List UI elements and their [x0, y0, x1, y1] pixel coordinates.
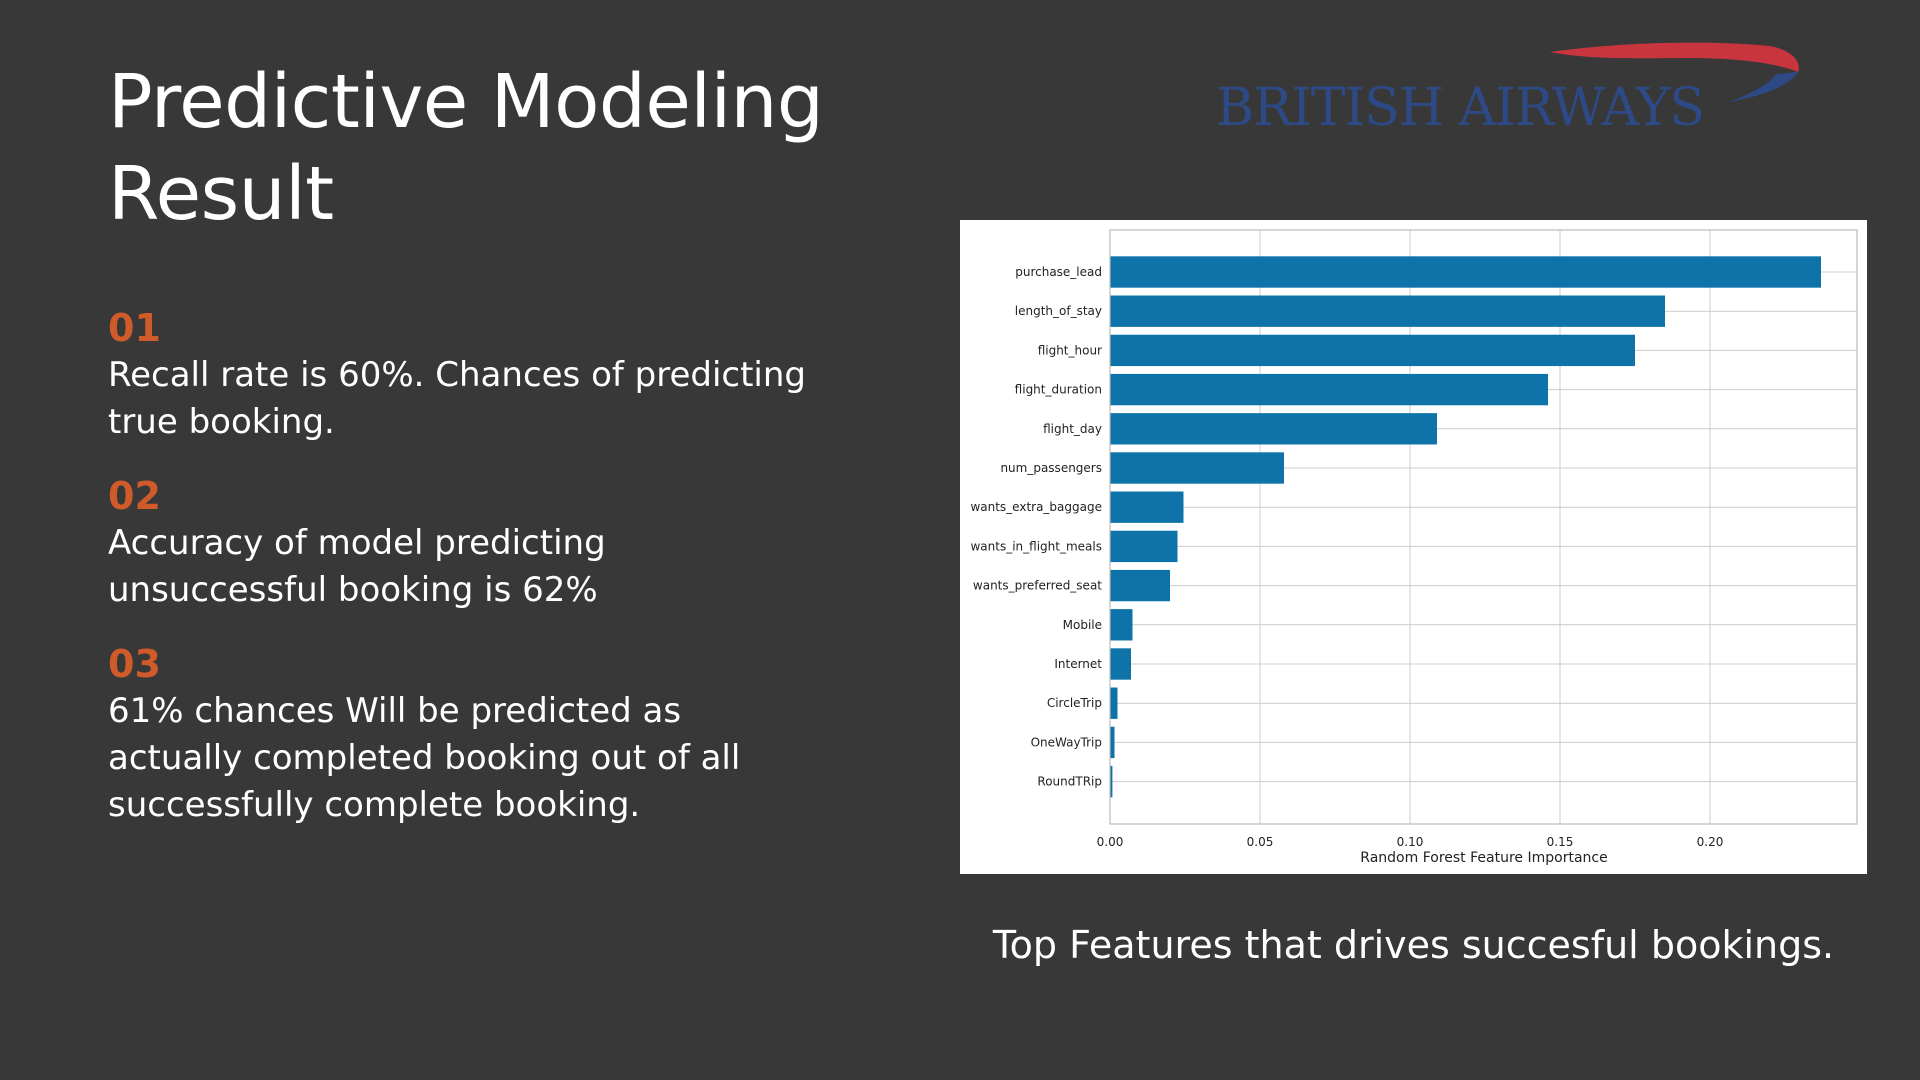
speedmarque-icon — [1550, 42, 1799, 102]
point-number: 01 — [108, 306, 161, 350]
y-tick-label: wants_extra_baggage — [970, 500, 1102, 514]
feature-importance-chart: 0.00 0.05 0.10 0.15 0.20 purchase_lead length_… — [960, 220, 1867, 874]
chart-caption: Top Features that drives succesful booki… — [992, 923, 1835, 967]
plot-frame — [1109, 229, 1858, 825]
point-1: 01 Recall rate is 60%. Chances of predic… — [108, 304, 808, 446]
y-tick-label: wants_in_flight_meals — [970, 539, 1102, 553]
bar-purchase_lead — [1110, 256, 1821, 288]
point-text: Accuracy of model predicting unsuccessfu… — [108, 523, 606, 610]
y-tick-label: purchase_lead — [1015, 265, 1102, 279]
british-airways-logo: BRITISH AIRWAYS — [1210, 38, 1810, 138]
title-line-2: Result — [108, 151, 334, 237]
y-tick-label: Mobile — [1063, 618, 1102, 632]
x-tick-label: 0.20 — [1697, 835, 1724, 849]
x-tick-label: 0.00 — [1097, 835, 1124, 849]
y-tick-label: OneWayTrip — [1031, 735, 1102, 749]
point-text: Recall rate is 60%. Chances of predictin… — [108, 355, 807, 442]
bar-flight_day — [1110, 413, 1437, 445]
bar-CircleTrip — [1110, 687, 1118, 719]
bar-length_of_stay — [1110, 295, 1665, 327]
y-tick-label: RoundTRip — [1037, 775, 1102, 789]
y-tick-label: flight_hour — [1038, 343, 1102, 357]
key-points: 01 Recall rate is 60%. Chances of predic… — [108, 304, 808, 855]
point-3: 03 61% chances Will be predicted as actu… — [108, 640, 808, 829]
chart-svg: 0.00 0.05 0.10 0.15 0.20 purchase_lead length_… — [970, 229, 1858, 866]
bar-RoundTRip — [1110, 765, 1113, 798]
x-tick-label: 0.15 — [1547, 835, 1574, 849]
logo-text: BRITISH AIRWAYS — [1216, 78, 1705, 138]
bar-wants_extra_baggage — [1110, 491, 1184, 523]
bar-flight_hour — [1110, 334, 1635, 367]
point-number: 02 — [108, 474, 161, 518]
x-tick-label: 0.10 — [1397, 835, 1424, 849]
y-tick-label: flight_day — [1043, 422, 1102, 436]
bar-OneWayTrip — [1110, 726, 1115, 759]
point-text: 61% chances Will be predicted as actuall… — [108, 691, 741, 825]
point-number: 03 — [108, 642, 161, 686]
page-title: Predictive Modeling Result — [108, 56, 868, 240]
y-tick-label: flight_duration — [1015, 383, 1102, 397]
speedmarque-blue — [1730, 72, 1798, 102]
y-tick-label: num_passengers — [1000, 461, 1102, 475]
bar-wants_in_flight_meals — [1110, 530, 1178, 563]
point-2: 02 Accuracy of model predicting unsucces… — [108, 472, 808, 614]
bar-Internet — [1110, 648, 1131, 680]
y-tick-label: Internet — [1054, 657, 1102, 671]
bar-wants_preferred_seat — [1110, 569, 1170, 602]
y-tick-label: CircleTrip — [1047, 696, 1102, 710]
x-axis-label: Random Forest Feature Importance — [1360, 850, 1607, 866]
x-tick-label: 0.05 — [1247, 835, 1274, 849]
y-tick-label: length_of_stay — [1015, 304, 1102, 318]
y-tick-label: wants_preferred_seat — [973, 579, 1102, 593]
bar-num_passengers — [1110, 452, 1284, 484]
title-line-1: Predictive Modeling — [108, 59, 824, 145]
speedmarque-red — [1550, 42, 1799, 72]
bar-flight_duration — [1110, 373, 1548, 406]
bar-Mobile — [1110, 609, 1133, 641]
